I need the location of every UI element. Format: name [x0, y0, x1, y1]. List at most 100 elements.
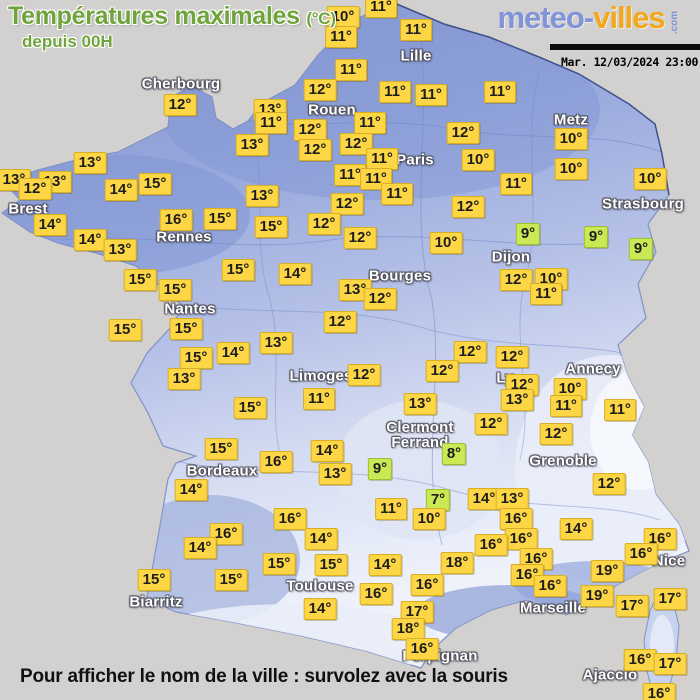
temp-badge[interactable]: 15°	[233, 397, 267, 419]
temp-badge[interactable]: 16°	[410, 574, 444, 596]
temp-badge[interactable]: 16°	[624, 543, 658, 565]
temp-badge[interactable]: 11°	[303, 388, 335, 410]
temp-badge[interactable]: 11°	[354, 112, 386, 134]
temp-badge[interactable]: 12°	[451, 196, 485, 218]
temp-badge[interactable]: 15°	[158, 279, 192, 301]
temp-badge[interactable]: 14°	[73, 229, 107, 251]
temp-badge[interactable]: 13°	[167, 368, 201, 390]
temp-badge[interactable]: 11°	[375, 498, 407, 520]
temp-badge[interactable]: 16°	[533, 575, 567, 597]
temp-badge[interactable]: 11°	[415, 84, 447, 106]
temp-badge[interactable]: 12°	[307, 213, 341, 235]
temp-badge[interactable]: 12°	[323, 311, 357, 333]
temp-badge[interactable]: 11°	[381, 183, 413, 205]
temp-badge[interactable]: 12°	[18, 178, 52, 200]
temp-badge[interactable]: 13°	[103, 239, 137, 261]
temp-badge[interactable]: 18°	[391, 618, 425, 640]
temp-badge[interactable]: 12°	[339, 133, 373, 155]
temp-badge[interactable]: 13°	[235, 134, 269, 156]
temp-badge[interactable]: 12°	[163, 94, 197, 116]
temp-badge[interactable]: 10°	[429, 232, 463, 254]
temp-badge[interactable]: 14°	[304, 528, 338, 550]
temp-badge[interactable]: 14°	[310, 440, 344, 462]
temp-badge[interactable]: 18°	[440, 552, 474, 574]
temp-badge[interactable]: 15°	[203, 208, 237, 230]
temp-badge[interactable]: 11°	[334, 164, 366, 186]
temp-badge[interactable]: 12°	[293, 119, 327, 141]
temp-badge[interactable]: 12°	[592, 473, 626, 495]
temp-badge[interactable]: 12°	[446, 122, 480, 144]
temp-badge[interactable]: 17°	[653, 653, 687, 675]
temp-badge[interactable]: 15°	[214, 569, 248, 591]
temp-badge[interactable]: 11°	[550, 395, 582, 417]
temp-badge[interactable]: 16°	[209, 523, 243, 545]
temp-badge[interactable]: 13°	[500, 389, 534, 411]
temp-badge[interactable]: 16°	[159, 209, 193, 231]
temp-badge[interactable]: 11°	[366, 148, 398, 170]
temp-badge[interactable]: 12°	[298, 139, 332, 161]
temp-badge[interactable]: 11°	[379, 81, 411, 103]
temp-badge[interactable]: 16°	[504, 528, 538, 550]
temp-badge[interactable]: 15°	[204, 438, 238, 460]
temp-badge[interactable]: 14°	[183, 537, 217, 559]
temp-badge[interactable]: 15°	[169, 318, 203, 340]
temp-badge[interactable]: 12°	[425, 360, 459, 382]
temp-badge[interactable]: 14°	[559, 518, 593, 540]
temp-badge[interactable]: 11°	[500, 173, 532, 195]
temp-badge[interactable]: 19°	[590, 560, 624, 582]
temp-badge[interactable]: 11°	[325, 26, 357, 48]
temp-badge[interactable]: 12°	[474, 413, 508, 435]
temp-badge[interactable]: 11°	[335, 59, 367, 81]
temp-badge[interactable]: 16°	[359, 583, 393, 605]
temp-badge[interactable]: 11°	[255, 112, 287, 134]
temp-badge[interactable]: 15°	[137, 569, 171, 591]
temp-badge[interactable]: 11°	[365, 0, 397, 18]
temp-badge[interactable]: 14°	[104, 179, 138, 201]
temp-badge[interactable]: 9°	[628, 238, 654, 260]
temp-badge[interactable]: 15°	[179, 347, 213, 369]
temp-badge[interactable]: 12°	[363, 288, 397, 310]
temp-badge[interactable]: 13°	[495, 488, 529, 510]
temp-badge[interactable]: 9°	[515, 223, 541, 245]
temp-badge[interactable]: 15°	[123, 269, 157, 291]
temp-badge[interactable]: 13°	[259, 332, 293, 354]
temp-badge[interactable]: 14°	[216, 342, 250, 364]
temp-badge[interactable]: 15°	[108, 319, 142, 341]
temp-badge[interactable]: 16°	[273, 508, 307, 530]
temp-badge[interactable]: 16°	[259, 451, 293, 473]
temp-badge[interactable]: 16°	[499, 508, 533, 530]
temp-badge[interactable]: 13°	[245, 185, 279, 207]
temp-badge[interactable]: 12°	[343, 227, 377, 249]
meteo-villes-logo[interactable]: meteo-villes .com	[497, 1, 686, 35]
temp-badge[interactable]: 16°	[474, 534, 508, 556]
temp-badge[interactable]: 14°	[467, 488, 501, 510]
temp-badge[interactable]: 14°	[278, 263, 312, 285]
temp-badge[interactable]: 11°	[604, 399, 636, 421]
temp-badge[interactable]: 10°	[554, 158, 588, 180]
temp-badge[interactable]: 8°	[441, 443, 467, 465]
temp-badge[interactable]: 12°	[347, 364, 381, 386]
temp-badge[interactable]: 14°	[174, 479, 208, 501]
temp-badge[interactable]: 16°	[642, 683, 676, 700]
temp-badge[interactable]: 9°	[367, 458, 393, 480]
temp-badge[interactable]: 12°	[453, 341, 487, 363]
temp-badge[interactable]: 14°	[33, 214, 67, 236]
temp-badge[interactable]: 13°	[403, 393, 437, 415]
temp-badge[interactable]: 12°	[303, 79, 337, 101]
temp-badge[interactable]: 16°	[623, 649, 657, 671]
temp-badge[interactable]: 9°	[583, 226, 609, 248]
temp-badge[interactable]: 10°	[412, 508, 446, 530]
temp-badge[interactable]: 15°	[314, 554, 348, 576]
temp-badge[interactable]: 12°	[499, 269, 533, 291]
temp-badge[interactable]: 11°	[484, 81, 516, 103]
temp-badge[interactable]: 12°	[495, 346, 529, 368]
temp-badge[interactable]: 15°	[254, 216, 288, 238]
temp-badge[interactable]: 13°	[318, 463, 352, 485]
temp-badge[interactable]: 14°	[303, 598, 337, 620]
temp-badge[interactable]: 10°	[633, 168, 667, 190]
temp-badge[interactable]: 16°	[405, 638, 439, 660]
temp-badge[interactable]: 14°	[368, 554, 402, 576]
temp-badge[interactable]: 11°	[400, 19, 432, 41]
temp-badge[interactable]: 12°	[539, 423, 573, 445]
